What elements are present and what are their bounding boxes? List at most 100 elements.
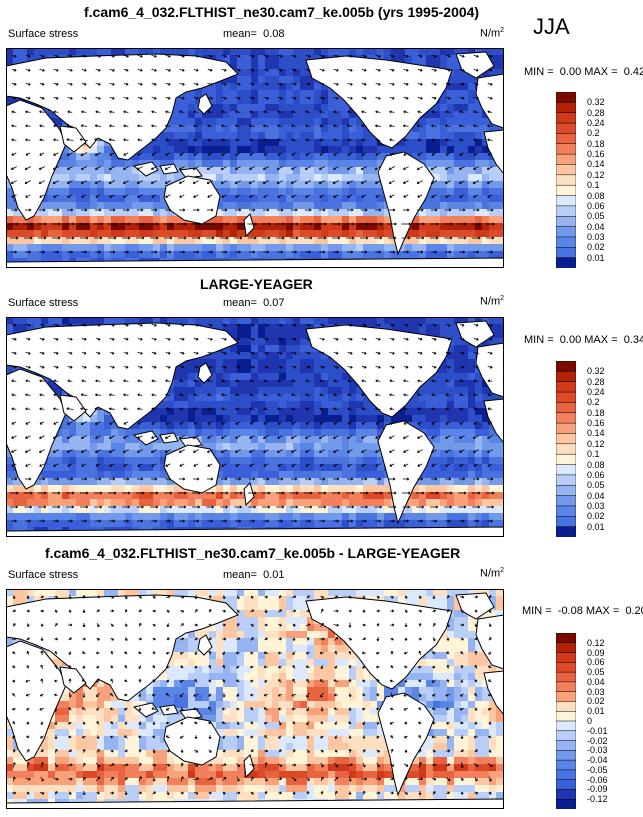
colorbar-swatch <box>556 361 576 373</box>
colorbar-swatch <box>556 671 576 683</box>
panel-3-colorbar-svg <box>556 633 576 809</box>
colorbar-tick-label: 0.08 <box>587 459 605 470</box>
colorbar-tick-label: 0.12 <box>587 438 605 449</box>
colorbar-swatch <box>556 102 576 114</box>
colorbar-swatch <box>556 779 576 791</box>
stress-vectors <box>12 594 493 796</box>
colorbar-tick-label: -0.05 <box>587 764 608 775</box>
colorbar-tick-label: 0.2 <box>587 397 600 408</box>
colorbar-swatch <box>556 371 576 383</box>
panel-1-mean: mean= 0.08 <box>223 28 285 40</box>
colorbar-tick-label: 0 <box>587 716 593 726</box>
colorbar-tick-label: -0.06 <box>587 774 608 785</box>
panel-2-title: LARGE-YEAGER <box>200 276 313 292</box>
colorbar-tick-label: 0.08 <box>587 190 605 201</box>
colorbar-swatch <box>556 215 576 228</box>
colorbar-swatch <box>556 798 576 809</box>
colorbar-tick-label: 0.28 <box>587 107 605 118</box>
colorbar-swatch <box>556 381 576 393</box>
colorbar-tick-label: 0.02 <box>587 696 605 707</box>
continents <box>6 51 504 268</box>
colorbar-tick-label: 0.28 <box>587 376 605 387</box>
panel-3-colorbar <box>556 633 576 809</box>
panel-1-units: N/m2 <box>480 27 505 40</box>
colorbar-swatch <box>556 633 576 644</box>
panel-3-minmax: MIN = -0.08 MAX = 0.20 <box>522 605 643 617</box>
colorbar-tick-label: 0.24 <box>587 118 605 129</box>
panel-3-title: f.cam6_4_032.FLTHIST_ne30.cam7_ke.005b -… <box>45 545 461 561</box>
colorbar-swatch <box>556 740 576 751</box>
colorbar-tick-label: -0.12 <box>587 794 608 805</box>
colorbar-tick-label: 0.16 <box>587 418 605 429</box>
colorbar-swatch <box>556 652 576 663</box>
continents <box>6 320 504 537</box>
colorbar-swatch <box>556 730 576 742</box>
colorbar-swatch <box>556 257 576 268</box>
colorbar-swatch <box>556 174 576 186</box>
panel-1-title: f.cam6_4_032.FLTHIST_ne30.cam7_ke.005b (… <box>84 4 480 20</box>
colorbar-tick-label: 0.05 <box>587 667 605 678</box>
colorbar-tick-label: 0.04 <box>587 490 605 501</box>
panel-3-map <box>6 589 504 809</box>
colorbar-swatch <box>556 184 576 197</box>
panel-2-map-svg <box>6 317 504 537</box>
continents <box>6 592 504 809</box>
colorbar-tick-label: 0.18 <box>587 138 605 149</box>
colorbar-tick-label: 0.06 <box>587 469 605 480</box>
colorbar-swatch <box>556 205 576 217</box>
colorbar-tick-label: 0.01 <box>587 521 605 532</box>
colorbar-swatch <box>556 710 576 722</box>
colorbar-tick-label: 0.12 <box>587 637 605 648</box>
colorbar-tick-label: -0.01 <box>587 725 608 736</box>
colorbar-tick-label: 0.32 <box>587 366 605 377</box>
season-label: JJA <box>533 14 570 39</box>
colorbar-swatch <box>556 133 576 145</box>
colorbar-swatch <box>556 112 576 124</box>
panel-1-minmax: MIN = 0.00 MAX = 0.42 <box>524 66 643 78</box>
colorbar-tick-label: 0.01 <box>587 252 605 263</box>
colorbar-swatch <box>556 226 576 238</box>
colorbar-swatch <box>556 691 576 703</box>
colorbar-tick-label: 0.01 <box>587 706 605 717</box>
stress-vectors <box>9 323 495 523</box>
colorbar-tick-label: 0.02 <box>587 511 605 522</box>
colorbar-swatch <box>556 495 576 507</box>
colorbar-tick-label: 0.03 <box>587 500 605 511</box>
colorbar-tick-label: 0.06 <box>587 200 605 211</box>
colorbar-swatch <box>556 122 576 135</box>
panel-1-map <box>6 48 504 268</box>
colorbar-swatch <box>556 701 576 712</box>
colorbar-swatch <box>556 750 576 761</box>
colorbar-tick-label: 0.16 <box>587 149 605 160</box>
colorbar-swatch <box>556 720 576 732</box>
panel-1-variable: Surface stress <box>8 28 79 40</box>
colorbar-tick-label: 0.09 <box>587 647 605 658</box>
colorbar-tick-label: 0.02 <box>587 242 605 253</box>
colorbar-tick-label: 0.03 <box>587 686 605 697</box>
panel-1-map-svg <box>6 48 504 268</box>
panel-2-colorbar-svg <box>556 361 576 537</box>
colorbar-tick-label: 0.18 <box>587 407 605 418</box>
panel-2-minmax: MIN = 0.00 MAX = 0.34 <box>524 334 643 346</box>
panel-3-variable: Surface stress <box>8 569 79 581</box>
colorbar-swatch <box>556 247 576 259</box>
colorbar-tick-label: 0.05 <box>587 480 605 491</box>
colorbar-swatch <box>556 143 576 155</box>
colorbar-tick-label: -0.04 <box>587 755 608 766</box>
colorbar-tick-label: 0.14 <box>587 428 605 439</box>
colorbar-swatch <box>556 391 576 404</box>
panel-2-colorbar <box>556 361 576 537</box>
colorbar-swatch <box>556 412 576 424</box>
colorbar-tick-label: 0.12 <box>587 169 605 180</box>
colorbar-tick-label: 0.05 <box>587 211 605 222</box>
colorbar-swatch <box>556 759 576 771</box>
colorbar-tick-label: 0.1 <box>587 449 600 460</box>
colorbar-swatch <box>556 516 576 528</box>
colorbar-swatch <box>556 681 576 693</box>
colorbar-swatch <box>556 662 576 673</box>
colorbar-swatch <box>556 464 576 476</box>
colorbar-swatch <box>556 505 576 517</box>
colorbar-swatch <box>556 402 576 414</box>
colorbar-swatch <box>556 195 576 207</box>
panel-3-units: N/m2 <box>480 567 505 580</box>
